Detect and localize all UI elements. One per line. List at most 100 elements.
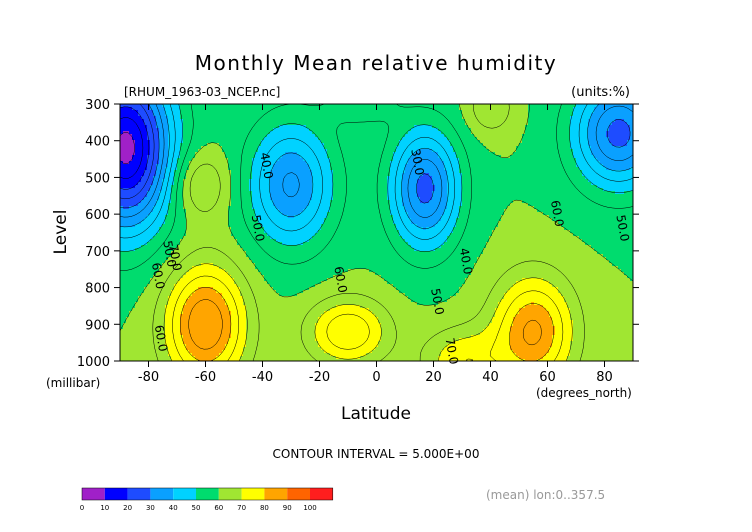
contour-cell xyxy=(150,302,154,306)
contour-cell xyxy=(285,164,289,168)
contour-cell xyxy=(168,344,172,348)
contour-cell xyxy=(162,188,166,192)
contour-cell xyxy=(162,212,166,216)
contour-cell xyxy=(186,269,190,273)
contour-cell xyxy=(294,110,298,114)
contour-cell xyxy=(159,218,163,222)
contour-cell xyxy=(156,344,160,348)
contour-cell xyxy=(132,191,136,195)
contour-cell xyxy=(129,239,133,243)
contour-cell xyxy=(123,158,127,162)
contour-cell xyxy=(225,344,229,348)
contour-cell xyxy=(144,281,148,285)
contour-cell xyxy=(231,116,235,120)
contour-cell xyxy=(147,233,151,237)
contour-cell xyxy=(162,230,166,234)
contour-cell xyxy=(210,134,214,138)
contour-cell xyxy=(270,149,274,153)
contour-cell xyxy=(165,119,169,123)
contour-cell xyxy=(165,233,169,237)
contour-cell xyxy=(120,170,124,174)
contour-cell xyxy=(120,134,124,138)
contour-cell xyxy=(213,116,217,120)
contour-cell xyxy=(198,134,202,138)
contour-cell xyxy=(180,131,184,135)
contour-cell xyxy=(183,260,187,264)
contour-cell xyxy=(288,155,292,159)
contour-cell xyxy=(213,212,217,216)
contour-cell xyxy=(282,203,286,207)
contour-cell xyxy=(180,323,184,327)
contour-cell xyxy=(189,107,193,111)
contour-cell xyxy=(258,128,262,132)
contour-cell xyxy=(234,125,238,129)
contour-cell xyxy=(156,218,160,222)
contour-cell xyxy=(192,194,196,198)
contour-cell xyxy=(219,146,223,150)
contour-cell xyxy=(141,272,145,276)
contour-cell xyxy=(165,248,169,252)
contour-cell xyxy=(171,173,175,177)
contour-cell xyxy=(201,137,205,141)
contour-cell xyxy=(234,122,238,126)
contour-cell xyxy=(216,275,220,279)
contour-cell xyxy=(240,287,244,291)
contour-cell xyxy=(186,176,190,180)
contour-cell xyxy=(198,209,202,213)
contour-cell xyxy=(210,347,214,351)
contour-cell xyxy=(237,329,241,333)
contour-cell xyxy=(282,125,286,129)
contour-cell xyxy=(162,275,166,279)
contour-cell xyxy=(279,302,283,306)
contour-cell xyxy=(174,239,178,243)
contour-cell xyxy=(285,251,289,255)
contour-cell xyxy=(210,194,214,198)
contour-cell xyxy=(198,161,202,165)
contour-cell xyxy=(255,359,259,361)
contour-cell xyxy=(210,182,214,186)
contour-cell xyxy=(201,356,205,360)
contour-cell xyxy=(216,116,220,120)
contour-cell xyxy=(258,158,262,162)
contour-cell xyxy=(177,350,181,354)
contour-cell xyxy=(168,341,172,345)
contour-cell xyxy=(120,320,124,324)
contour-cell xyxy=(246,197,250,201)
contour-cell xyxy=(135,218,139,222)
contour-cell xyxy=(204,245,208,249)
contour-cell xyxy=(165,206,169,210)
contour-cell xyxy=(231,203,235,207)
contour-cell xyxy=(282,269,286,273)
contour-cell xyxy=(147,191,151,195)
contour-cell xyxy=(243,239,247,243)
contour-cell xyxy=(177,329,181,333)
contour-cell xyxy=(150,191,154,195)
contour-cell xyxy=(231,269,235,273)
contour-cell xyxy=(225,203,229,207)
contour-cell xyxy=(198,335,202,339)
contour-cell xyxy=(267,122,271,126)
contour-cell xyxy=(225,341,229,345)
contour-cell xyxy=(126,122,130,126)
contour-cell xyxy=(183,113,187,117)
contour-cell xyxy=(258,269,262,273)
contour-cell xyxy=(234,188,238,192)
contour-cell xyxy=(153,332,157,336)
contour-cell xyxy=(282,350,286,354)
contour-cell xyxy=(207,248,211,252)
contour-cell xyxy=(261,332,265,336)
contour-cell xyxy=(273,350,277,354)
contour-cell xyxy=(198,245,202,249)
contour-cell xyxy=(201,143,205,147)
contour-cell xyxy=(228,305,232,309)
contour-cell xyxy=(132,197,136,201)
contour-cell xyxy=(168,185,172,189)
contour-cell xyxy=(216,338,220,342)
contour-cell xyxy=(198,212,202,216)
contour-cell xyxy=(192,113,196,117)
contour-cell xyxy=(276,317,280,321)
contour-cell xyxy=(147,329,151,333)
contour-cell xyxy=(252,284,256,288)
contour-cell xyxy=(204,167,208,171)
contour-cell xyxy=(162,179,166,183)
